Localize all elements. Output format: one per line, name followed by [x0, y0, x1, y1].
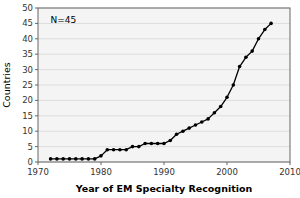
- marker: [118, 148, 122, 152]
- marker: [55, 157, 59, 161]
- tick-label: 1990: [153, 167, 175, 177]
- grid-line: [38, 131, 290, 132]
- tick-label: 35: [22, 49, 33, 59]
- marker: [213, 111, 217, 115]
- grid-line: [38, 115, 290, 116]
- marker: [238, 65, 242, 69]
- grid-line: [38, 54, 290, 55]
- tick-label: 5: [28, 142, 33, 152]
- tick-label: 15: [22, 111, 33, 121]
- marker: [244, 55, 248, 59]
- tick-label: 30: [22, 65, 33, 75]
- tick-label: 10: [22, 126, 33, 136]
- series: [49, 22, 273, 161]
- tick-label: 2000: [216, 167, 238, 177]
- marker: [200, 120, 204, 124]
- x-axis: 1970 1980 1990 2000 2010: [27, 162, 300, 177]
- tick-label: 1970: [27, 167, 49, 177]
- x-axis-label: Year of EM Specialty Recognition: [75, 183, 253, 194]
- marker: [112, 148, 116, 152]
- marker: [68, 157, 72, 161]
- y-axis: 0 5 10 15 20 25 30 35 40 45 50: [22, 3, 290, 167]
- marker: [194, 123, 198, 127]
- marker: [250, 49, 254, 53]
- line: [51, 23, 272, 159]
- marker: [74, 157, 78, 161]
- marker: [80, 157, 84, 161]
- tick-label: 25: [22, 80, 33, 90]
- tick-label: 0: [28, 157, 33, 167]
- tick-label: 2010: [279, 167, 300, 177]
- tick-label: 50: [22, 3, 33, 13]
- marker: [137, 145, 141, 149]
- grid-line: [38, 85, 290, 86]
- annotation: N=45: [51, 15, 77, 25]
- marker: [162, 142, 166, 146]
- marker: [257, 37, 261, 41]
- grid-line: [38, 69, 290, 70]
- marker: [175, 132, 179, 136]
- marker: [269, 22, 273, 26]
- marker: [187, 126, 191, 130]
- tick-label: 40: [22, 34, 33, 44]
- grid-line: [38, 146, 290, 147]
- marker: [181, 129, 185, 133]
- marker: [225, 96, 229, 100]
- marker: [206, 117, 210, 121]
- marker: [93, 157, 97, 161]
- tick-label: 1980: [90, 167, 112, 177]
- marker: [87, 157, 91, 161]
- grid-line: [38, 38, 290, 39]
- marker: [99, 154, 103, 158]
- chart: 0 5 10 15 20 25 30 35 40 45 50 1970 1980 1990 2000 2010…: [0, 0, 300, 198]
- marker: [219, 105, 223, 109]
- marker: [169, 139, 173, 143]
- marker: [49, 157, 53, 161]
- tick-label: 45: [22, 18, 33, 28]
- marker: [106, 148, 110, 152]
- marker: [61, 157, 65, 161]
- plot-background: [38, 8, 290, 162]
- marker: [131, 145, 135, 149]
- marker: [143, 142, 147, 146]
- marker: [150, 142, 154, 146]
- y-axis-label: Countries: [1, 62, 12, 108]
- marker: [263, 28, 267, 32]
- marker: [232, 83, 236, 87]
- tick-label: 20: [22, 95, 33, 105]
- marker: [156, 142, 160, 146]
- plot-frame: [38, 8, 290, 162]
- marker: [124, 148, 128, 152]
- grid-line: [38, 100, 290, 101]
